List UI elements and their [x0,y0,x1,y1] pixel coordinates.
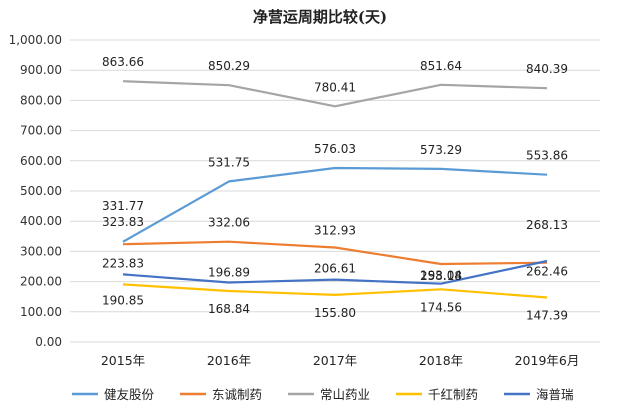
y-tick-label: 100.00 [20,305,62,319]
data-label: 168.84 [208,302,250,316]
legend-entry: 千红制药 [428,387,478,402]
data-label: 147.39 [526,308,568,322]
data-label: 190.85 [102,293,144,307]
y-tick-label: 700.00 [20,124,62,138]
chart-title: 净营运周期比较(天) [253,8,387,26]
data-label: 573.29 [420,143,462,157]
data-label: 206.61 [314,262,356,276]
legend: 健友股份 东诚制药 常山药业 千红制药 海普瑞 [72,387,574,402]
data-label: 312.93 [314,223,356,237]
series-line [122,240,548,266]
legend-entry: 常山药业 [320,387,370,402]
data-label: 576.03 [314,142,356,156]
data-label: 223.83 [102,256,144,270]
y-axis-ticks: 0.00 100.00 200.00 300.00 400.00 500.00 600.00… [9,33,62,349]
x-tick-label: 2017年 [313,353,357,368]
y-tick-label: 200.00 [20,275,62,289]
data-label: 531.75 [208,155,250,169]
y-tick-label: 400.00 [20,214,62,228]
data-label: 262.46 [526,265,568,279]
legend-entry: 东诚制药 [212,387,262,402]
x-tick-label: 2018年 [419,353,463,368]
data-label: 268.13 [526,218,568,232]
series-lines [122,80,548,299]
series-line [122,283,548,299]
grid [70,39,600,343]
data-labels: 331.77 531.75 576.03 573.29 553.86 323.83 332.… [102,55,568,322]
data-label: 155.80 [314,306,356,320]
series-line [122,166,548,243]
data-label: 323.83 [102,215,144,229]
series-line [122,80,548,108]
data-label: 863.66 [102,55,144,69]
x-tick-label: 2015年 [101,353,145,368]
y-tick-label: 900.00 [20,63,62,77]
data-label: 553.86 [526,149,568,163]
y-tick-label: 0.00 [35,335,62,349]
y-tick-label: 1,000.00 [9,33,62,47]
y-tick-label: 300.00 [20,244,62,258]
data-label: 331.77 [102,199,144,213]
legend-entry: 健友股份 [104,387,155,402]
y-tick-label: 800.00 [20,93,62,107]
data-label: 780.41 [314,80,356,94]
data-label: 258.18 [420,269,462,283]
x-axis-ticks: 2015年 2016年 2017年 2018年 2019年6月 [101,353,580,368]
data-label: 193.04 [420,269,462,283]
data-label: 174.56 [420,300,462,314]
data-label: 196.89 [208,266,250,280]
data-label: 851.64 [420,59,462,73]
y-tick-label: 600.00 [20,154,62,168]
data-label: 840.39 [526,62,568,76]
data-label: 850.29 [208,59,250,73]
x-tick-label: 2016年 [207,353,251,368]
legend-entry: 海普瑞 [536,387,574,402]
data-label: 332.06 [208,216,250,230]
y-tick-label: 500.00 [20,184,62,198]
x-tick-label: 2019年6月 [515,353,580,368]
series-line [122,259,548,285]
